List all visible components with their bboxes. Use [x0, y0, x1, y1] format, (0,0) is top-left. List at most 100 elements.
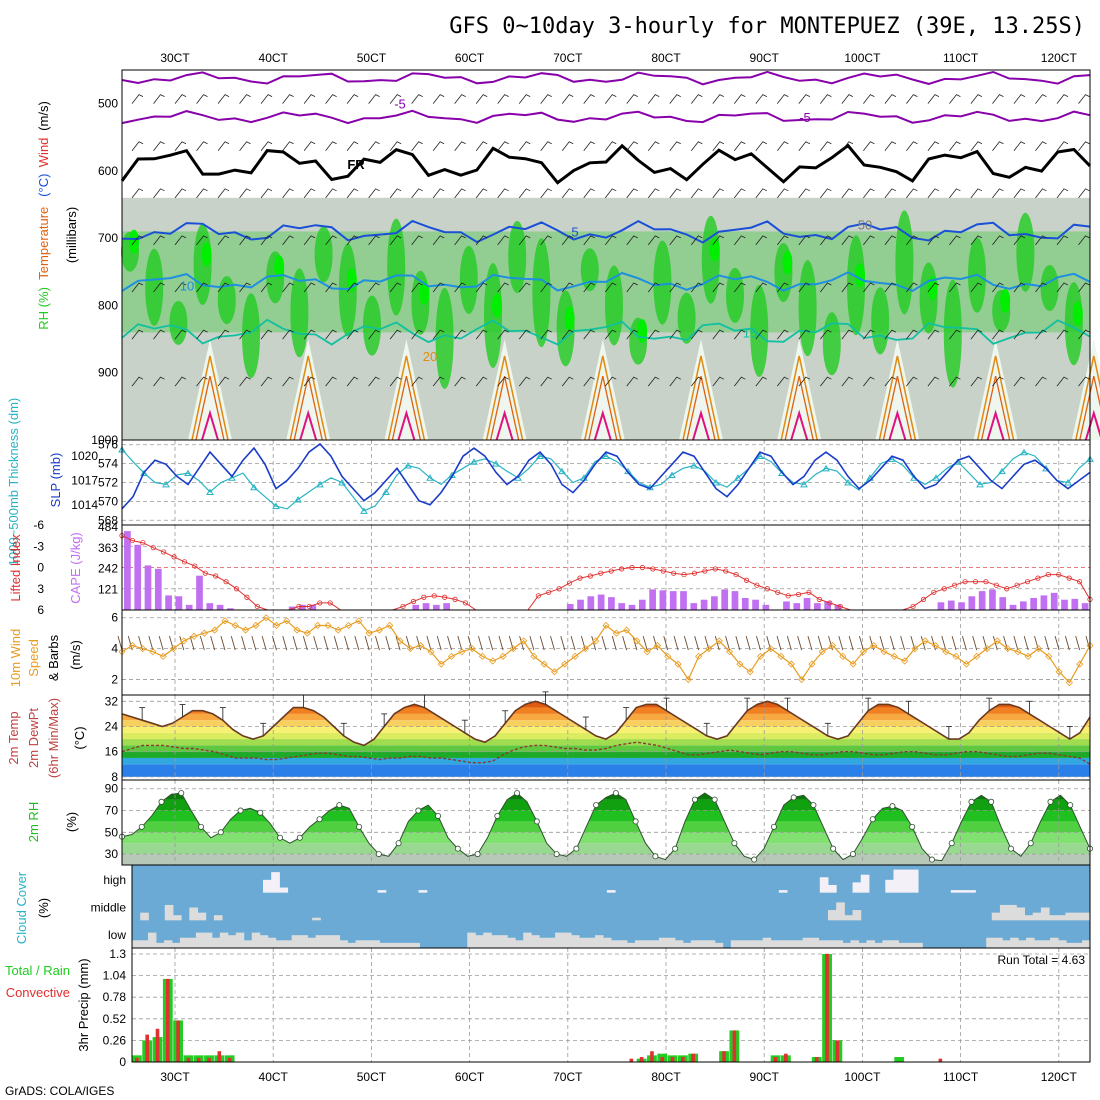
wind-speed-point [530, 652, 538, 660]
cloud-cell [991, 912, 1001, 921]
wind-barb [454, 329, 466, 340]
thickness-point [976, 480, 984, 488]
wind-barb [992, 282, 1004, 293]
lifted-index-point [1076, 579, 1083, 585]
rh-patch [508, 221, 527, 294]
footer-credit: GrADS: COLA/IGES [5, 1084, 114, 1098]
temp-band [122, 764, 1090, 777]
precip-convective-bar [691, 1053, 695, 1062]
temperature-panel: 32 24 16 8 2m Temp 2m DewPt (6hr Min/Max) (°C) [6, 691, 1091, 784]
wind-barb-10m [1064, 636, 1070, 651]
wind-barb [712, 282, 724, 293]
wind-barb [733, 329, 746, 340]
wind-barb-10m [776, 636, 782, 651]
cloud-cell [999, 904, 1009, 921]
wind-barb [1013, 329, 1026, 340]
precip-convective-bar [227, 1057, 232, 1062]
wind-barb [282, 282, 294, 293]
wind-barb-10m [951, 636, 957, 651]
cloud-cell [1065, 912, 1075, 921]
wind-barb [733, 141, 746, 151]
wind-barb [863, 376, 875, 387]
wind-speed-point [303, 629, 311, 637]
wind-barb [196, 376, 208, 387]
cloud-cell [203, 932, 213, 948]
wind-barb [690, 94, 703, 104]
lifted-index-point [972, 579, 979, 585]
cloud-cell [339, 940, 349, 948]
cloud-cell [1008, 904, 1017, 921]
wind-barb [647, 141, 660, 151]
rh-line [121, 792, 1091, 862]
wind-barb [497, 235, 509, 246]
rh-patch [532, 238, 551, 348]
cape-bar [762, 604, 770, 610]
wind-speed-point [736, 660, 744, 668]
thickness-point [998, 467, 1006, 475]
wind-barb [131, 376, 144, 387]
lifted-index-point [223, 579, 229, 585]
contour-label: 20 [423, 349, 437, 364]
slp-tick-label: 1017 [71, 473, 98, 487]
wind-barb-10m [735, 636, 741, 651]
wind-barb-10m [302, 636, 308, 651]
rh-point [316, 816, 323, 823]
cloud-cell [852, 882, 862, 893]
lifted-index-point [962, 579, 968, 585]
wind-barb [411, 282, 423, 293]
wind-barb [368, 282, 380, 293]
thickness-point [470, 458, 478, 465]
cloud-cell [189, 907, 199, 921]
cloud-cell [1032, 912, 1042, 921]
wind-barb [303, 141, 316, 151]
wind-barb [174, 94, 187, 104]
cloud-cell [291, 935, 301, 948]
precip-convective-bar [196, 1057, 201, 1062]
wind-barb [1078, 329, 1090, 340]
wind-speed-point [859, 648, 868, 656]
wind-barb [949, 282, 961, 293]
wind-barb-10m [694, 636, 700, 651]
wind-barb [1013, 94, 1026, 104]
bottom-tick-label: 50CT [357, 1070, 387, 1084]
rh-patch [822, 312, 841, 376]
wind-speed-point [1065, 679, 1073, 687]
cloud-cell [395, 942, 404, 948]
isotherm-25 [489, 375, 520, 441]
wind-barb-10m [477, 636, 483, 651]
wind-barb [260, 376, 273, 387]
precip-total-bar [894, 1057, 905, 1062]
wind-speed-point [921, 637, 929, 645]
isotherm-20 [584, 355, 622, 441]
cape-bar [1019, 601, 1027, 610]
rh-patch [217, 276, 236, 325]
wind-barb-10m [169, 636, 174, 651]
rh-point [514, 790, 521, 797]
cloud-cell [842, 942, 851, 948]
cloud-cell [164, 904, 174, 921]
wind-barb [432, 235, 445, 246]
precip-total-ylabel: Total / Rain [5, 963, 70, 978]
wind-speed-point [375, 626, 384, 634]
cape-bar [958, 602, 965, 610]
wind-barb-10m [622, 636, 628, 651]
lifted-index-point [400, 603, 406, 610]
lifted-index-point [317, 600, 323, 606]
wind-ylabel: 10m Wind [8, 629, 23, 688]
lifted-index-point [161, 549, 167, 555]
thickness-point [690, 462, 698, 469]
wind-barb-10m [447, 636, 452, 651]
wind-barb [282, 188, 294, 199]
cape-bar [175, 596, 183, 610]
wind-barb [755, 282, 768, 293]
wind-barb [475, 94, 488, 104]
wind-speed-point [993, 637, 1001, 645]
wind-speed-point [756, 652, 765, 660]
wind-speed-point [571, 652, 579, 660]
pressure-tick-label: 600 [98, 164, 118, 178]
wind-barb [303, 376, 316, 387]
wind-speed-point [314, 621, 322, 630]
cloud-cell [1066, 942, 1075, 948]
cape-bar [1040, 595, 1048, 610]
pressure-tick-label: 1000 [91, 433, 118, 447]
